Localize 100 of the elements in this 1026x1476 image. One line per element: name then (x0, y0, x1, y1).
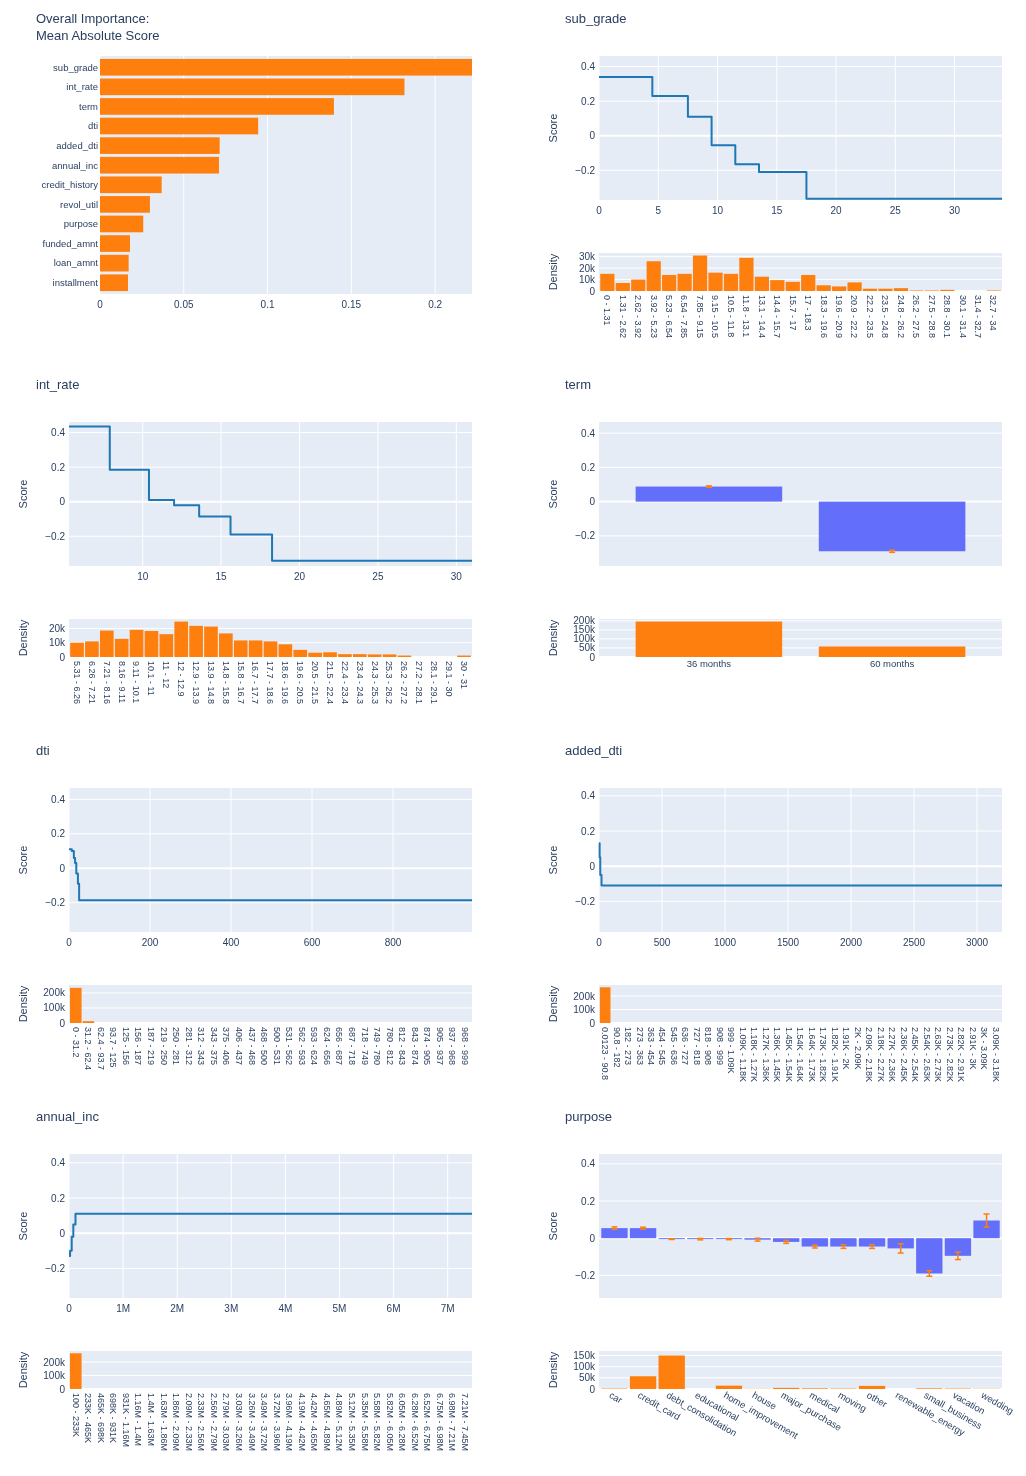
x-tick-label: 200 (141, 937, 159, 948)
x-tick-label: 2000 (839, 937, 863, 948)
x-tick-label: 3.26M - 3.49M (246, 1393, 257, 1452)
bar (100, 274, 128, 292)
y-tick-label: 0.2 (581, 1195, 596, 1207)
x-tick-label: 31.2 - 62.4 (83, 1027, 94, 1071)
x-tick-label: 25 (372, 571, 384, 582)
x-tick-label: 11.8 - 13.1 (741, 295, 752, 338)
x-tick-label: 4.65M - 4.89M (321, 1393, 332, 1452)
bar (100, 215, 144, 233)
y-tick-label: 0.4 (581, 427, 596, 439)
y-tick-label: 0 (589, 285, 596, 297)
y-tick-label: 0.4 (581, 1158, 596, 1170)
x-tick-label: 3K - 3.09K (979, 1027, 990, 1070)
x-tick-label: 312 - 343 (196, 1027, 207, 1066)
x-tick-label: 874 - 905 (422, 1027, 433, 1066)
x-tick-label: 6.54 - 7.85 (679, 295, 690, 339)
x-tick-label: 2.27K - 2.36K (887, 1027, 898, 1083)
y-axis-title: Score (547, 1211, 559, 1241)
y-tick-label: revol_util (59, 198, 98, 210)
x-tick-label: 468 - 500 (259, 1027, 270, 1066)
x-tick-label: 28.8 - 30.1 (942, 295, 953, 339)
y-tick-label: 0 (59, 496, 66, 508)
y-tick-label: 0 (589, 860, 596, 872)
bar (100, 78, 405, 96)
y-tick-label: 50k (578, 1372, 596, 1384)
x-tick-label: 15 (215, 571, 228, 582)
x-tick-label: 905 - 937 (434, 1027, 445, 1066)
y-tick-label: sub_grade (53, 61, 98, 73)
x-tick-label: 1000 (713, 937, 737, 948)
x-tick-label: 2.79M - 3.03M (221, 1393, 232, 1452)
y-tick-label: 20k (578, 262, 596, 274)
x-tick-label: 2.56M - 2.79M (208, 1393, 219, 1452)
bar (100, 196, 150, 213)
x-tick-label: 531 - 562 (284, 1027, 295, 1066)
x-tick-label: 1.09K - 1.18K (737, 1027, 748, 1083)
y-axis-title: Density (17, 985, 29, 1023)
y-axis-title: Score (17, 845, 29, 875)
x-tick-label: 843 - 874 (409, 1027, 420, 1066)
y-tick-label: term (79, 100, 99, 112)
x-tick-label: 0 (596, 205, 603, 216)
x-tick-label: 749 - 780 (372, 1027, 383, 1066)
x-tick-label: 2.63K - 2.73K (933, 1027, 944, 1083)
x-tick-label: 0.2 (428, 299, 443, 310)
x-tick-label: 5.31 - 6.26 (71, 661, 82, 705)
bar (629, 1228, 657, 1239)
x-tick-label: 16.7 - 17.7 (250, 661, 261, 705)
x-tick-label: 12.9 - 13.9 (190, 661, 201, 705)
x-tick-label: 4.19M - 4.42M (296, 1393, 307, 1452)
x-tick-label: 60 months (869, 658, 915, 669)
bar (100, 98, 334, 115)
x-tick-label: 3.72M - 3.96M (271, 1393, 282, 1452)
y-tick-label: 200k (43, 987, 66, 999)
bar (100, 235, 130, 252)
chart-title: Overall Importance: Mean Absolute Score (36, 10, 160, 43)
x-tick-label: 1.16M - 1.4M (133, 1393, 144, 1447)
x-tick-label: 5 (655, 205, 662, 216)
x-tick-label: 27.2 - 28.1 (414, 661, 425, 705)
x-tick-label: 12 - 12.9 (176, 661, 187, 697)
y-tick-label: 0.4 (581, 61, 596, 73)
x-tick-label: 343 - 375 (208, 1027, 219, 1066)
x-tick-label: 30.1 - 31.4 (957, 295, 968, 339)
x-tick-label: 9.15 - 10.5 (710, 295, 721, 339)
x-tick-label: 727 - 818 (691, 1027, 702, 1066)
x-tick-label: 2.82K - 2.91K (956, 1027, 967, 1083)
x-tick-label: 656 - 687 (334, 1027, 345, 1066)
x-tick-label: 5M (332, 1303, 347, 1314)
y-tick-label: 0.4 (51, 793, 66, 805)
y-tick-label: 150k (573, 1349, 596, 1361)
x-tick-label: 31.4 - 32.7 (973, 295, 984, 339)
y-tick-label: 0.2 (581, 825, 596, 837)
y-axis-title: Density (17, 1351, 29, 1389)
x-tick-label: 13.1 - 14.4 (756, 295, 767, 339)
y-tick-label: installment (52, 277, 99, 289)
x-tick-label: 3.49M - 3.72M (259, 1393, 270, 1452)
y-tick-label: −0.2 (45, 1262, 66, 1274)
y-tick-label: −0.2 (575, 164, 596, 176)
x-tick-label: 250 - 281 (171, 1027, 182, 1066)
y-tick-label: funded_amnt (42, 237, 99, 249)
y-tick-label: 10k (48, 637, 66, 649)
x-tick-label: 4.42M - 4.65M (309, 1393, 320, 1452)
x-tick-label: 100 - 233K (70, 1393, 81, 1438)
y-axis-title: Score (17, 1211, 29, 1241)
x-tick-label: 27.5 - 28.8 (926, 295, 937, 339)
x-tick-label: 624 - 656 (321, 1027, 332, 1066)
bar (658, 1355, 685, 1389)
x-tick-label: 28.1 - 29.1 (429, 661, 440, 705)
x-tick-label: 2.54K - 2.63K (921, 1027, 932, 1083)
y-tick-label: 0.4 (51, 1157, 66, 1169)
x-tick-label: 14.4 - 15.7 (772, 295, 783, 339)
x-tick-label: 2.91K - 3K (967, 1027, 978, 1070)
x-tick-label: 2.73K - 2.82K (944, 1027, 955, 1083)
bar (601, 1228, 628, 1239)
x-tick-label: 10 (711, 205, 724, 216)
x-tick-label: 7.21 - 8.16 (101, 661, 112, 705)
x-tick-label: 19.6 - 20.5 (295, 661, 306, 705)
x-tick-label: 182 - 273 (623, 1027, 634, 1066)
x-tick-label: 24.8 - 26.2 (895, 295, 906, 339)
x-tick-label: 21.5 - 22.4 (324, 661, 335, 705)
y-tick-label: credit_history (41, 179, 99, 191)
